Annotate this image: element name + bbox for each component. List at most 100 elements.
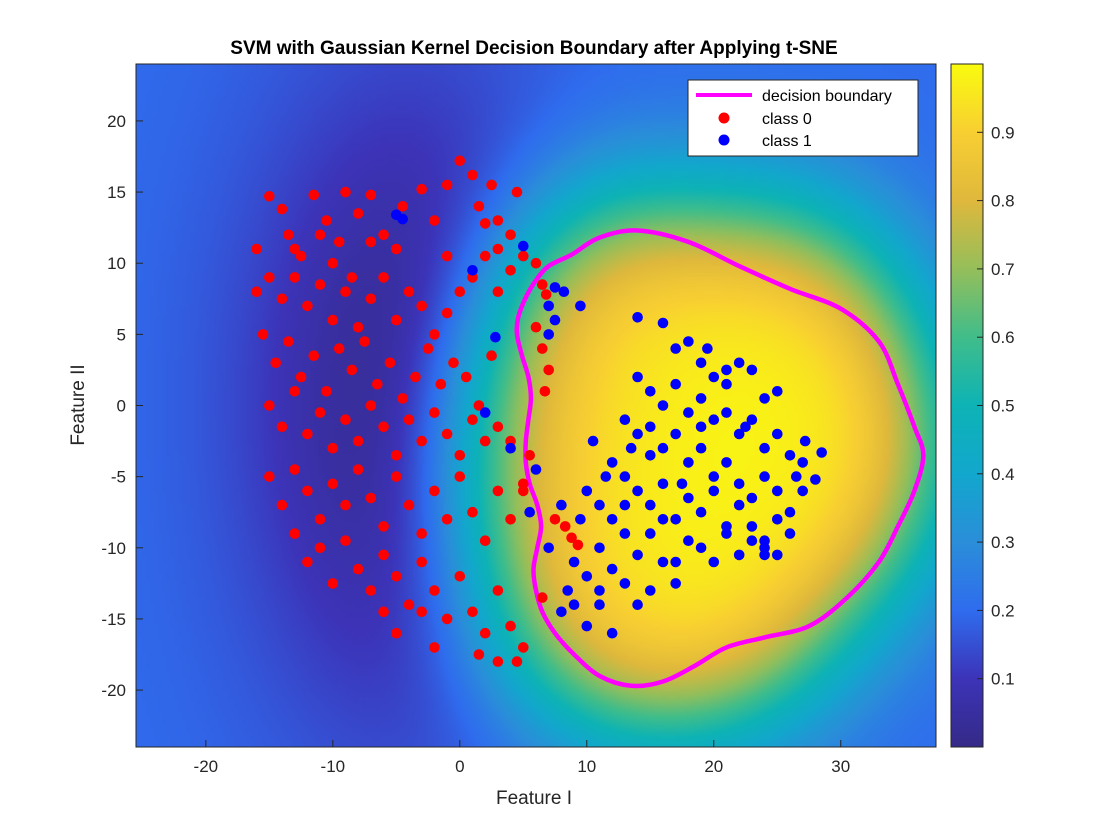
class0-point xyxy=(302,485,313,497)
class1-point xyxy=(587,435,599,447)
legend-label-class0: class 0 xyxy=(762,111,812,128)
class1-point xyxy=(619,499,631,511)
class0-point xyxy=(391,471,402,482)
class0-point xyxy=(352,208,364,219)
class1-point xyxy=(683,457,694,468)
class1-point xyxy=(645,499,656,511)
class1-point xyxy=(594,599,605,610)
class0-point xyxy=(479,535,491,546)
x-tick-label: -20 xyxy=(194,757,219,776)
class0-point xyxy=(346,272,358,283)
class0-point xyxy=(327,314,339,326)
class1-point xyxy=(632,312,643,323)
legend-class1-swatch xyxy=(718,134,730,146)
class0-point xyxy=(352,321,364,333)
class0-point xyxy=(486,350,497,362)
class1-point xyxy=(708,485,720,497)
x-tick-label: 0 xyxy=(455,757,464,776)
class1-point xyxy=(733,428,745,440)
class1-point xyxy=(746,414,758,426)
class1-point xyxy=(695,542,707,554)
colorbar-tick-label: 0.5 xyxy=(991,397,1015,416)
class1-point xyxy=(632,549,643,561)
class1-point xyxy=(721,378,732,390)
x-tick-label: -10 xyxy=(321,757,346,776)
class0-point xyxy=(378,521,389,532)
class1-point xyxy=(575,300,586,312)
class0-point xyxy=(518,250,529,262)
class0-point xyxy=(365,492,377,504)
legend-label-class1: class 1 xyxy=(762,133,812,150)
points-layer xyxy=(251,155,827,667)
class0-point xyxy=(283,336,294,347)
class1-point xyxy=(683,407,694,418)
class0-point xyxy=(276,499,288,511)
class1-point xyxy=(733,549,745,561)
class1-point xyxy=(619,471,631,482)
y-tick-label: -20 xyxy=(101,681,126,700)
class0-point xyxy=(473,201,485,212)
class0-point xyxy=(314,514,326,525)
x-tick-label: 20 xyxy=(704,757,723,776)
class1-point xyxy=(708,471,720,482)
class1-point xyxy=(810,474,821,485)
class0-point xyxy=(441,514,453,525)
class1-point xyxy=(619,414,631,426)
class1-point xyxy=(772,386,783,397)
class1-point xyxy=(708,414,720,426)
y-tick-label: 0 xyxy=(117,397,126,416)
class1-point xyxy=(397,213,409,225)
class1-point xyxy=(581,485,593,497)
class0-point xyxy=(429,329,440,340)
class0-point xyxy=(543,364,554,376)
class1-point xyxy=(657,556,669,568)
class1-point xyxy=(759,393,770,404)
class0-point xyxy=(365,400,377,411)
y-axis-label: Feature II xyxy=(68,364,89,445)
class1-point xyxy=(733,499,745,511)
colorbar-tick-label: 0.8 xyxy=(991,192,1015,211)
class1-point xyxy=(625,442,637,454)
class0-point xyxy=(391,314,402,326)
class0-point xyxy=(289,272,301,283)
class0-point xyxy=(289,464,301,475)
class0-point xyxy=(346,364,358,376)
class0-point xyxy=(378,421,389,433)
class0-point xyxy=(378,229,389,241)
class1-point xyxy=(772,428,783,440)
class1-point xyxy=(759,442,770,454)
class1-point xyxy=(784,506,796,518)
class0-point xyxy=(441,250,453,262)
class1-point xyxy=(549,314,561,326)
class0-point xyxy=(391,571,402,582)
class0-point xyxy=(530,321,542,333)
class0-point xyxy=(333,343,345,354)
class0-point xyxy=(518,485,529,497)
class1-point xyxy=(733,357,745,369)
y-tick-label: 10 xyxy=(107,254,126,273)
class1-point xyxy=(797,457,808,468)
class0-point xyxy=(566,532,577,544)
class1-point xyxy=(606,457,618,468)
class0-point xyxy=(486,179,497,191)
class0-point xyxy=(416,183,428,195)
class1-point xyxy=(556,499,567,511)
class0-point xyxy=(473,649,485,660)
class0-point xyxy=(537,592,548,603)
class1-point xyxy=(695,393,707,404)
class0-point xyxy=(251,243,262,255)
colorbar-tick-label: 0.1 xyxy=(991,670,1015,689)
class0-point xyxy=(441,307,453,319)
class0-point xyxy=(264,400,275,411)
class1-point xyxy=(568,599,580,610)
class1-point xyxy=(797,485,808,497)
class0-point xyxy=(327,442,339,454)
class0-point xyxy=(505,229,516,241)
class0-point xyxy=(321,386,332,397)
class1-point xyxy=(670,343,681,354)
class1-point xyxy=(784,450,796,461)
class0-point xyxy=(467,506,478,518)
class0-point xyxy=(340,414,351,426)
class1-point xyxy=(543,329,554,340)
